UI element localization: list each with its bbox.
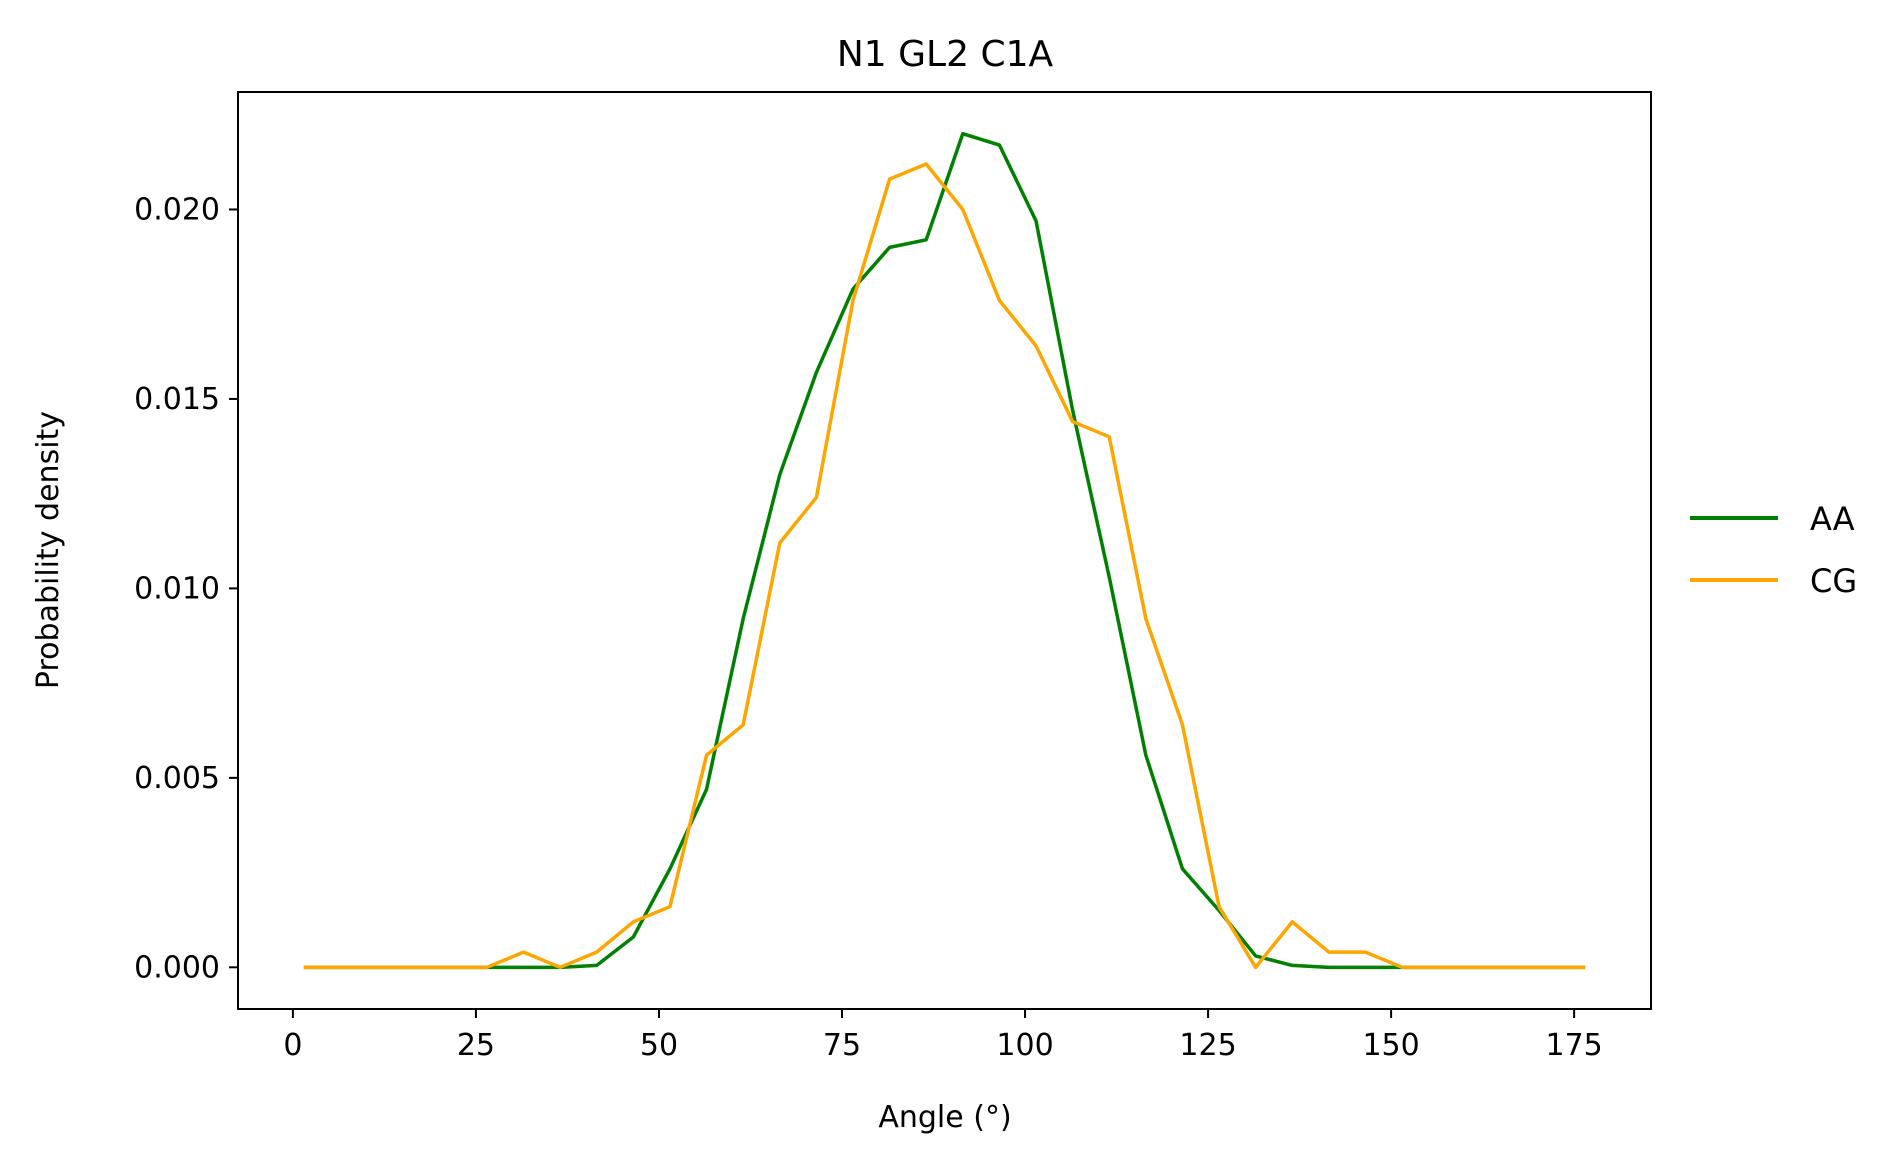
plot-frame xyxy=(237,91,1652,1010)
y-tick-label: 0.020 xyxy=(134,192,220,227)
y-tick-label: 0.000 xyxy=(134,950,220,985)
x-tick-label: 150 xyxy=(1362,1028,1419,1063)
legend-label-aa: AA xyxy=(1810,500,1855,538)
x-tick-label: 75 xyxy=(823,1028,861,1063)
series-line-cg xyxy=(303,162,1586,970)
y-tick-label: 0.010 xyxy=(134,571,220,606)
y-tick-label: 0.015 xyxy=(134,382,220,417)
x-tick-label: 175 xyxy=(1545,1028,1602,1063)
chart-title: N1 GL2 C1A xyxy=(837,34,1054,75)
y-tick-label: 0.005 xyxy=(134,761,220,796)
x-tick-label: 125 xyxy=(1179,1028,1236,1063)
y-axis-title: Probability density xyxy=(31,411,66,689)
legend: AA CG xyxy=(1690,500,1857,600)
x-tick-label: 100 xyxy=(996,1028,1053,1063)
x-axis: 0 25 50 75 100 125 150 175 xyxy=(283,1009,1603,1063)
y-axis: 0.000 0.005 0.010 0.015 0.020 xyxy=(134,192,238,985)
plot-area xyxy=(303,131,1586,970)
x-tick-label: 25 xyxy=(457,1028,495,1063)
x-axis-title: Angle (°) xyxy=(878,1100,1011,1135)
legend-label-cg: CG xyxy=(1810,562,1857,600)
x-tick-label: 0 xyxy=(283,1028,302,1063)
series-line-aa xyxy=(303,131,1586,970)
x-tick-label: 50 xyxy=(640,1028,678,1063)
